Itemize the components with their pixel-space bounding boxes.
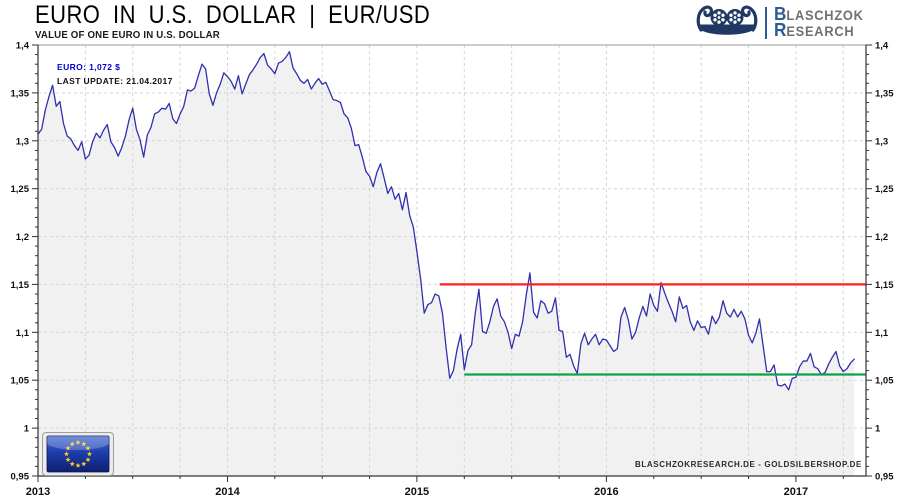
flag-gloss (47, 436, 109, 450)
x-axis-labels: 2013 2014 2015 2016 2017 (26, 486, 808, 498)
axis-ticks (32, 44, 872, 482)
euro-price-label: EURO: 1,072 $ (57, 62, 121, 72)
svg-text:1,15: 1,15 (875, 280, 894, 291)
flag-field (46, 435, 110, 473)
eu-flag-button[interactable] (42, 432, 114, 476)
svg-text:1,2: 1,2 (875, 232, 888, 243)
svg-text:1,2: 1,2 (16, 232, 29, 243)
svg-text:1: 1 (24, 424, 30, 435)
svg-text:1,05: 1,05 (11, 376, 30, 387)
svg-text:1,1: 1,1 (16, 328, 30, 339)
svg-text:2016: 2016 (594, 486, 618, 498)
svg-text:1,4: 1,4 (875, 41, 889, 52)
svg-text:1,4: 1,4 (16, 41, 30, 52)
svg-text:1,25: 1,25 (875, 184, 894, 195)
ship-glyph (696, 5, 757, 35)
y-axis-labels-left: 0,95 1 1,05 1,1 1,15 1,2 1,25 1,3 1,35 1,4 (11, 41, 30, 483)
logo-text: BLASCHZOK RESEARCH (773, 4, 868, 40)
area-fill (38, 51, 855, 476)
quote-info: EURO: 1,072 $ LAST UPDATE: 21.04.2017 (57, 60, 173, 88)
logo-rest-esearch: ESEARCH (785, 24, 854, 39)
logo-line1: BLASCHZOK (773, 4, 864, 24)
svg-text:1,25: 1,25 (11, 184, 30, 195)
svg-text:1,35: 1,35 (875, 88, 894, 99)
viking-ship-icon (696, 5, 757, 35)
svg-text:2013: 2013 (26, 486, 50, 498)
flag-stars (63, 439, 93, 468)
svg-text:1,35: 1,35 (11, 88, 30, 99)
page-subtitle: VALUE OF ONE EURO IN U.S. DOLLAR (35, 29, 220, 41)
svg-text:1,3: 1,3 (16, 136, 29, 147)
y-axis-labels-right: 0,95 1 1,05 1,1 1,15 1,2 1,25 1,3 1,35 1,4 (875, 41, 894, 483)
logo-line2: RESEARCH (773, 20, 864, 40)
page-title: EURO IN U.S. DOLLAR | EUR/USD (35, 1, 431, 29)
logo-rest-laschzok: LASCHZOK (785, 8, 864, 23)
last-update-label: LAST UPDATE: 21.04.2017 (57, 76, 173, 86)
svg-text:0,95: 0,95 (11, 472, 30, 483)
svg-text:0,95: 0,95 (875, 472, 894, 483)
watermark-urls: BLASCHZOKRESEARCH.DE - GOLDSILBERSHOP.DE (635, 460, 862, 469)
svg-text:1,15: 1,15 (11, 280, 30, 291)
svg-text:2015: 2015 (405, 486, 429, 498)
axis-frame (37, 45, 867, 477)
svg-text:1,1: 1,1 (875, 328, 889, 339)
svg-text:1,3: 1,3 (875, 136, 888, 147)
blaschzok-research-logo: BLASCHZOK RESEARCH (694, 3, 868, 43)
logo-initial-b: B (773, 4, 786, 24)
price-line (37, 51, 855, 391)
logo-initial-r: R (773, 20, 786, 40)
svg-text:1: 1 (875, 424, 881, 435)
svg-text:2017: 2017 (784, 486, 808, 498)
svg-text:1,05: 1,05 (875, 376, 894, 387)
logo-separator (764, 7, 767, 39)
svg-text:2014: 2014 (215, 486, 240, 498)
